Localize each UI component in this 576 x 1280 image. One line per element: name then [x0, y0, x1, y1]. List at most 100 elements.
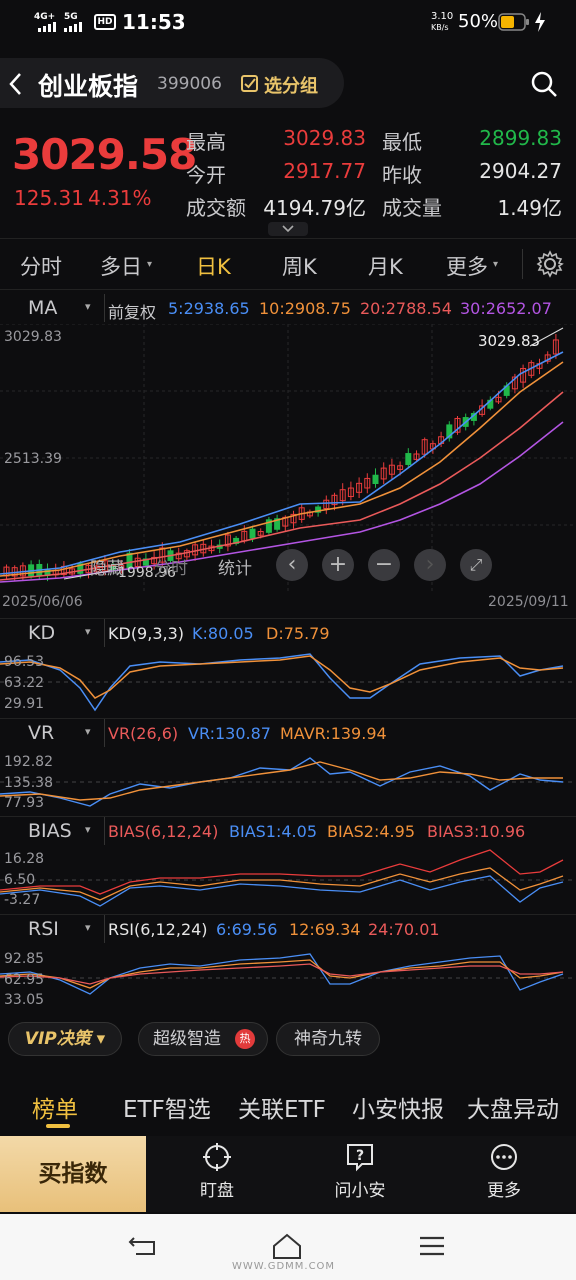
zoom-out-icon[interactable]: − — [368, 549, 400, 581]
candlestick-chart[interactable] — [0, 324, 576, 592]
content-tabs: 榜单 ETF智选 关联ETF 小安快报 大盘异动 — [0, 1078, 576, 1132]
candle — [331, 494, 338, 506]
candle — [405, 453, 412, 465]
rsi-chart[interactable] — [0, 944, 576, 1012]
tab-rankings[interactable]: 榜单 — [32, 1097, 78, 1123]
candle — [224, 534, 231, 547]
candle — [339, 489, 346, 502]
watermark-text: WWW.GDMM.COM — [232, 1261, 336, 1272]
speed-unit: KB/s — [431, 23, 449, 32]
index-code: 399006 — [157, 74, 222, 94]
kd-indicator-selector[interactable]: KD — [28, 622, 56, 644]
candle — [265, 519, 272, 533]
kd-separator — [104, 619, 105, 647]
tab-market-alerts[interactable]: 大盘异动 — [467, 1097, 559, 1123]
zoom-in-icon[interactable]: + — [322, 549, 354, 581]
rsi-indicator-selector[interactable]: RSI — [28, 918, 59, 940]
kd-chart[interactable] — [0, 648, 576, 716]
select-group-button[interactable]: 选分组 — [264, 76, 318, 97]
tab-intraday[interactable]: 分时 — [20, 255, 62, 279]
hd-icon: HD — [94, 14, 116, 30]
action-bar: 买指数 盯盘 ? 问小安 更多 — [0, 1136, 576, 1212]
tab-daily-k[interactable]: 日K — [196, 255, 231, 279]
rsi-header: RSI ▾ RSI(6,12,24) 6:69.56 12:69.34 24:7… — [0, 914, 576, 943]
expand-chevron-icon[interactable] — [268, 222, 308, 236]
super-smart-chip[interactable]: 超级智造 热 — [138, 1022, 268, 1056]
ma-indicator-selector[interactable]: MA — [28, 297, 58, 319]
change-value: 125.31 — [14, 186, 84, 210]
nav-back-icon[interactable] — [128, 1234, 158, 1258]
candle — [356, 482, 363, 493]
tab-multi-day[interactable]: 多日 — [100, 255, 142, 279]
last-price: 3029.58 — [12, 130, 197, 179]
tab-more[interactable]: 更多 — [446, 255, 488, 279]
peak-pointer — [529, 327, 564, 347]
trough-pointer — [63, 570, 111, 580]
candle — [290, 513, 297, 524]
kd-d-value: D:75.79 — [266, 624, 330, 643]
vr-axis-3: 77.93 — [4, 795, 45, 811]
scroll-right-icon[interactable]: › — [414, 549, 446, 581]
candle — [249, 528, 256, 539]
prev-close-value: 2904.27 — [479, 159, 562, 183]
candle — [159, 547, 166, 563]
tool-chips: VIP决策 ▾ 超级智造 热 神奇九转 — [0, 1012, 576, 1068]
tab-related-etf[interactable]: 关联ETF — [238, 1097, 326, 1123]
nav-menu-icon[interactable] — [418, 1234, 446, 1258]
candle — [495, 396, 502, 403]
crosshair-icon — [203, 1143, 231, 1171]
prev-close-label: 昨收 — [382, 163, 422, 187]
vr-indicator-selector[interactable]: VR — [28, 722, 55, 744]
ma5-line — [0, 351, 564, 575]
watch-button[interactable]: 盯盘 — [157, 1142, 277, 1201]
candle — [151, 556, 158, 565]
rsi6-value: 6:69.56 — [216, 920, 278, 939]
vip-decision-chip[interactable]: VIP决策 ▾ — [8, 1022, 122, 1056]
signal-icon-2 — [64, 22, 82, 32]
ask-button[interactable]: ? 问小安 — [300, 1142, 420, 1201]
candle — [274, 518, 281, 530]
date-start: 2025/06/06 — [2, 594, 83, 610]
fullscreen-icon[interactable]: ⤢ — [460, 549, 492, 581]
super-smart-label: 超级智造 — [153, 1029, 221, 1049]
nav-home-icon[interactable] — [270, 1232, 304, 1260]
chart-area: MA ▾ 前复权 5:2938.65 10:2908.75 20:2788.54… — [0, 292, 576, 1012]
scroll-left-icon[interactable]: ‹ — [276, 549, 308, 581]
statistics-button[interactable]: 统计 — [218, 559, 252, 579]
settings-gear-icon[interactable] — [536, 250, 564, 278]
speed-value: 3.10 — [431, 11, 454, 22]
buy-index-button[interactable]: 买指数 — [0, 1136, 146, 1212]
charging-icon — [535, 12, 545, 32]
candle — [347, 487, 354, 498]
signal-icon — [38, 22, 56, 32]
bias2-value: BIAS2:4.95 — [327, 822, 415, 841]
more-dropdown-icon: ▾ — [493, 259, 499, 270]
nine-turn-chip[interactable]: 神奇九转 — [276, 1022, 380, 1056]
kd-axis-3: 29.91 — [4, 696, 45, 712]
date-end: 2025/09/11 — [488, 594, 569, 610]
intraday-button[interactable]: 分时 — [154, 559, 188, 579]
checkbox-icon[interactable] — [241, 75, 259, 93]
candle — [257, 530, 264, 536]
ma20-value: 20:2788.54 — [360, 299, 452, 318]
tab-etf-select[interactable]: ETF智选 — [123, 1097, 211, 1123]
ma20-line — [0, 391, 564, 581]
candle — [364, 477, 371, 489]
search-icon[interactable] — [530, 70, 558, 98]
battery-percent: 50% — [458, 11, 499, 32]
adjust-mode[interactable]: 前复权 — [108, 303, 157, 322]
tab-weekly-k[interactable]: 周K — [282, 255, 317, 279]
amount-label: 成交额 — [186, 196, 246, 220]
bias-indicator-selector[interactable]: BIAS — [28, 820, 72, 842]
vr-chart[interactable] — [0, 748, 576, 816]
bias-chart[interactable] — [0, 846, 576, 914]
tab-monthly-k[interactable]: 月K — [368, 255, 403, 279]
hide-button[interactable]: 隐藏 — [90, 559, 124, 579]
tab-quick-news[interactable]: 小安快报 — [352, 1097, 444, 1123]
kd-axis-1: 96.53 — [4, 654, 45, 670]
more-button[interactable]: 更多 — [444, 1142, 564, 1201]
candle — [118, 564, 125, 570]
back-icon[interactable] — [8, 72, 24, 96]
bias-params: BIAS(6,12,24) — [108, 822, 219, 841]
active-tab-indicator — [46, 1124, 70, 1128]
